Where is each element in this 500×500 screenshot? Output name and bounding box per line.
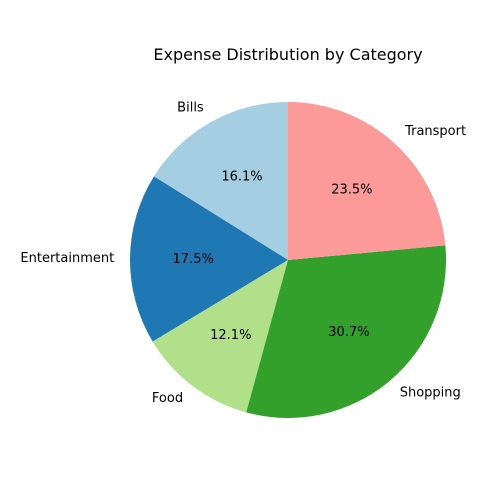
category-label-food: Food [152, 391, 183, 406]
pie-slice-food [152, 260, 288, 413]
pie-slice-transport [288, 102, 446, 260]
percent-label-shopping: 30.7% [328, 325, 369, 340]
category-label-transport: Transport [404, 124, 466, 139]
percent-label-transport: 23.5% [331, 182, 372, 197]
pie-slice-shopping [246, 245, 446, 418]
percent-label-entertainment: 17.5% [173, 252, 214, 267]
category-label-entertainment: Entertainment [20, 251, 114, 266]
percent-label-food: 12.1% [210, 328, 251, 343]
percent-label-bills: 16.1% [221, 170, 262, 185]
category-label-shopping: Shopping [400, 386, 461, 401]
pie-slice-entertainment [130, 176, 288, 342]
pie-labels: 16.1% Bills 17.5% Entertainment 12.1% Food 30.… [20, 101, 466, 407]
chart-title: Expense Distribution by Category [153, 45, 422, 64]
pie-slices [130, 102, 446, 418]
pie-slice-bills [153, 102, 288, 260]
category-label-bills: Bills [177, 101, 204, 116]
